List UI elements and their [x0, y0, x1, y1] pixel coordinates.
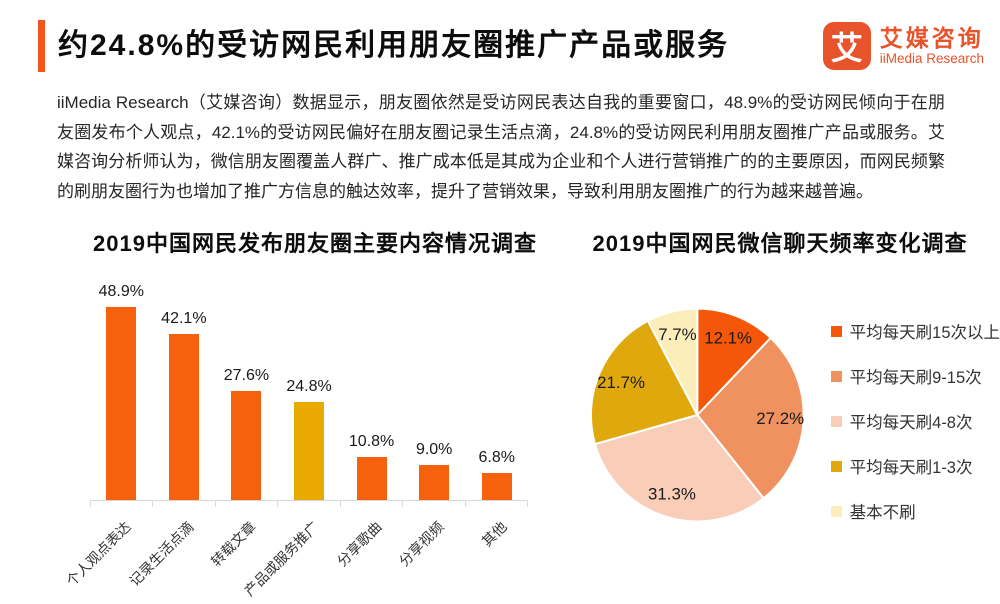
bar-column: 24.8% — [278, 378, 341, 500]
pie-slice — [590, 319, 699, 446]
bar-column: 6.8% — [465, 449, 528, 500]
pie-chart-title: 2019中国网民微信聊天频率变化调查 — [592, 231, 968, 256]
bar — [106, 307, 137, 500]
page-title: 约24.8%的受访网民利用朋友圈推广产品或服务 — [58, 29, 730, 62]
legend-swatch — [830, 505, 842, 517]
logo-name-cn: 艾媒咨询 — [879, 25, 984, 51]
bar-value-label: 42.1% — [161, 309, 207, 327]
bar — [231, 391, 262, 500]
bar-chart: 48.9% 42.1% 27.6% 24.8% 10.8% 9.0% 6.8% 个人观点表达… — [60, 283, 540, 599]
legend-item: 平均每天刷9-15次 — [830, 366, 1000, 387]
bar-chart-section: 2019中国网民发布朋友圈主要内容情况调查 48.9% 42.1% 27.6% 24.… — [60, 230, 540, 599]
bar — [168, 333, 199, 500]
bar — [294, 402, 325, 500]
bar-value-label: 9.0% — [415, 440, 453, 458]
legend-item: 基本不刷 — [830, 501, 1000, 522]
bar-chart-axis — [90, 501, 528, 507]
pie-slice-label: 12.1% — [704, 328, 752, 347]
bar-category-label: 其他 — [478, 518, 510, 550]
title-row: 约24.8%的受访网民利用朋友圈推广产品或服务 — [38, 20, 729, 72]
bar — [481, 473, 512, 500]
pie-slice-label: 27.2% — [756, 409, 804, 428]
bar-column: 48.9% — [90, 283, 153, 500]
bar-category-cell: 其他 — [465, 507, 528, 597]
bar-category-cell: 产品或服务推广 — [241, 507, 341, 599]
axis-tick — [339, 501, 402, 507]
title-accent-bar — [38, 20, 45, 72]
pie-slice-label: 21.7% — [597, 373, 645, 392]
pie-legend: 平均每天刷15次以上 平均每天刷9-15次 平均每天刷4-8次 平均每天刷1-3次 基本… — [830, 321, 1000, 546]
bar-column: 42.1% — [153, 310, 216, 500]
legend-label: 平均每天刷15次以上 — [849, 324, 1000, 342]
axis-tick — [464, 501, 527, 507]
axis-tick — [402, 501, 464, 507]
legend-item: 平均每天刷4-8次 — [830, 411, 1000, 432]
intro-paragraph: iiMedia Research（艾媒咨询）数据显示，朋友圈依然是受访网民表达自… — [57, 93, 945, 201]
bar-category-label: 分享歌曲 — [333, 518, 385, 570]
bar-category-label: 转载文章 — [208, 518, 260, 570]
pie-slice-label: 7.7% — [658, 325, 696, 344]
bar — [419, 464, 450, 500]
bar — [356, 457, 387, 500]
bar-column: 27.6% — [215, 367, 278, 500]
pie-chart: 12.1% 27.2% 31.3% 21.7% 7.7% 平均每天刷15次以上 平均每天刷… — [560, 258, 1000, 546]
pie-slice — [696, 307, 772, 416]
bar-chart-title: 2019中国网民发布朋友圈主要内容情况调查 — [93, 231, 537, 256]
legend-label: 平均每天刷1-3次 — [849, 459, 973, 477]
logo-text: 艾媒咨询 iiMedia Research — [880, 25, 984, 67]
iimedia-logo: 艾 艾媒咨询 iiMedia Research — [822, 22, 984, 70]
pie-chart-svg: 12.1% 27.2% 31.3% 21.7% 7.7% — [590, 307, 805, 523]
bar-value-label: 27.6% — [223, 367, 270, 385]
legend-item: 平均每天刷1-3次 — [830, 456, 1000, 477]
axis-tick — [152, 501, 214, 507]
pie-slice-label: 31.3% — [648, 485, 696, 504]
legend-label: 平均每天刷9-15次 — [849, 369, 982, 387]
axis-tick — [214, 501, 277, 507]
bar-value-label: 10.8% — [348, 433, 395, 451]
legend-label: 平均每天刷4-8次 — [849, 414, 973, 432]
legend-swatch — [830, 460, 842, 472]
pie-slice — [646, 307, 699, 416]
legend-swatch — [830, 325, 842, 337]
pie-slice — [593, 414, 765, 523]
bar-chart-categories: 个人观点表达 记录生活点滴 转载文章 产品或服务推广 分享歌曲 分享视频 其他 — [63, 507, 528, 599]
bar-category-cell: 分享歌曲 — [333, 507, 403, 597]
pie-chart-section: 2019中国网民微信聊天频率变化调查 12.1% 27.2% 31.3% 21.7% 7… — [560, 230, 1000, 597]
legend-swatch — [830, 370, 842, 382]
bar-category-label: 个人观点表达 — [63, 518, 135, 590]
charts-row: 2019中国网民发布朋友圈主要内容情况调查 48.9% 42.1% 27.6% 24.… — [0, 230, 1000, 599]
bar-value-label: 6.8% — [478, 449, 515, 467]
bar-value-label: 48.9% — [98, 283, 144, 300]
axis-tick — [90, 501, 152, 507]
bar-category-label: 分享视频 — [396, 518, 447, 570]
bar-value-label: 24.8% — [286, 378, 332, 396]
bar-column: 10.8% — [340, 433, 403, 500]
legend-item: 平均每天刷15次以上 — [830, 321, 1000, 342]
pie-slice — [696, 336, 805, 500]
bar-chart-plot: 48.9% 42.1% 27.6% 24.8% 10.8% 9.0% 6.8% — [90, 283, 528, 501]
legend-swatch — [830, 415, 842, 427]
axis-tick — [277, 501, 339, 507]
bar-category-cell: 分享视频 — [396, 507, 466, 597]
header: 约24.8%的受访网民利用朋友圈推广产品或服务 艾 艾媒咨询 iiMedia R… — [0, 0, 1000, 72]
bar-column: 9.0% — [403, 440, 466, 500]
logo-name-en: iiMedia Research — [879, 51, 984, 66]
iimedia-logo-icon: 艾 — [822, 22, 871, 70]
legend-label: 基本不刷 — [849, 504, 916, 522]
bar-category-cell: 记录生活点滴 — [126, 507, 216, 597]
